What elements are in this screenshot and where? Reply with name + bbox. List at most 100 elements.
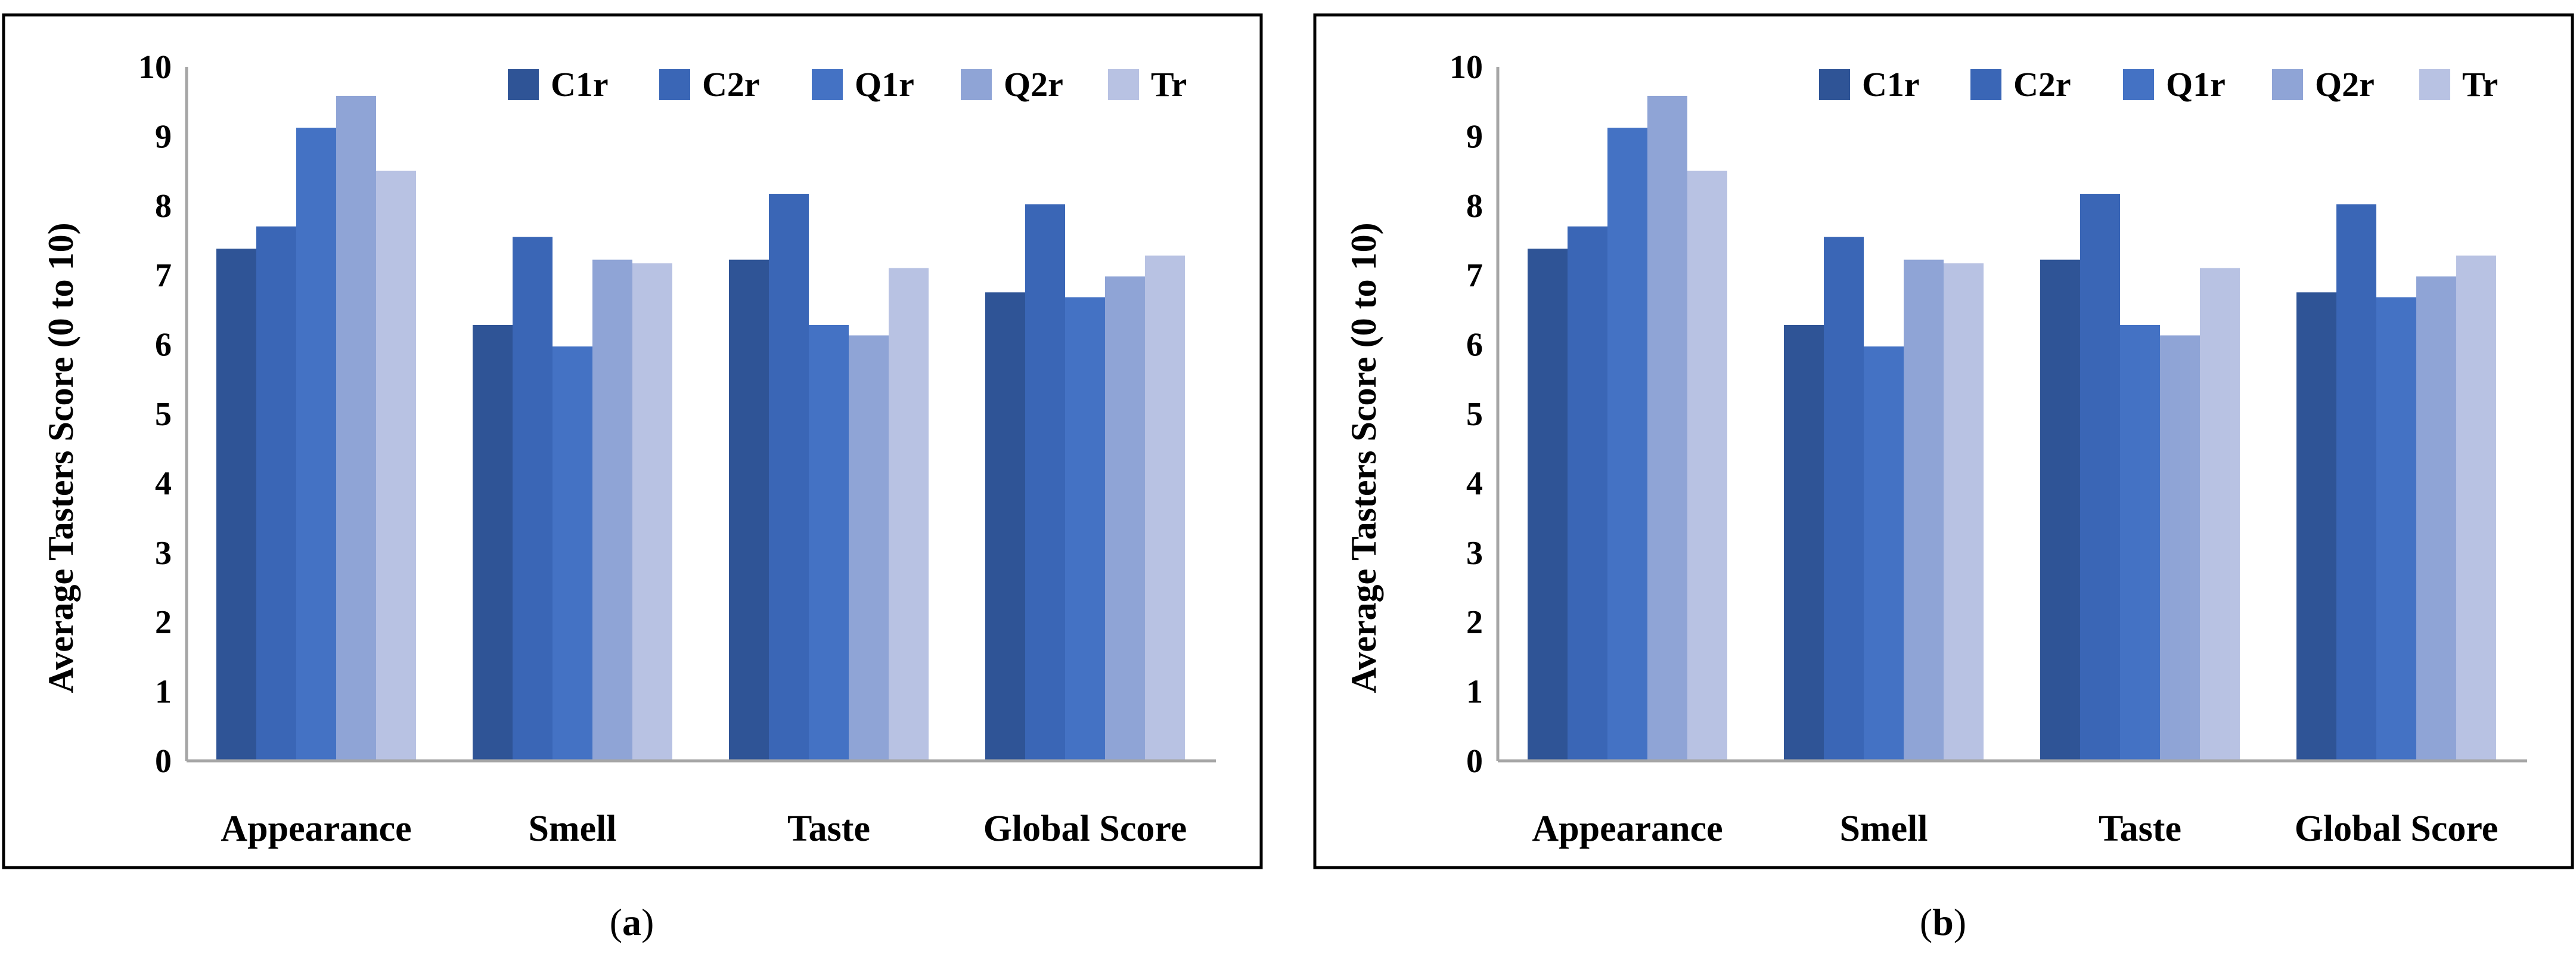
y-tick-label: 3 [155, 535, 172, 572]
y-axis-title: Average Tasters Score (0 to 10) [1344, 222, 1383, 693]
legend: C1r C2r Q1r Q2r Tr [1819, 65, 2498, 104]
legend-item-q1r: Q1r [812, 65, 914, 104]
legend-item-c1r: C1r [508, 65, 609, 104]
bar-q2r-global-score [2416, 276, 2456, 761]
bar-q1r-appearance [1607, 128, 1647, 761]
y-tick-label: 4 [1466, 465, 1483, 502]
legend-label: C2r [702, 65, 760, 104]
y-axis-title: Average Tasters Score (0 to 10) [41, 222, 80, 693]
x-category-label: Taste [2099, 809, 2181, 849]
bar-c1r-taste [729, 259, 769, 761]
x-category-label: Global Score [2295, 809, 2499, 849]
bar-tr-taste [889, 268, 929, 761]
caption-open: ( [610, 901, 622, 943]
x-category-label: Taste [787, 809, 870, 849]
y-tick-label: 1 [155, 674, 172, 711]
bar-q1r-global-score [2376, 297, 2416, 761]
bar-q1r-smell [1864, 346, 1904, 761]
legend-item-q2r: Q2r [961, 65, 1063, 104]
y-ticks: 0 1 2 3 4 5 6 7 8 9 10 [138, 49, 172, 780]
bar-q1r-taste [2120, 325, 2160, 761]
bar-tr-appearance [1687, 171, 1727, 761]
legend-item-tr: Tr [2419, 65, 2498, 104]
bar-c2r-global-score [2336, 204, 2376, 761]
bar-c1r-smell [1784, 325, 1824, 761]
legend-item-q2r: Q2r [2272, 65, 2375, 104]
legend-label: Q1r [855, 65, 914, 104]
legend-swatch [1819, 69, 1850, 100]
bar-c2r-taste [769, 194, 809, 761]
legend-label: Q2r [1004, 65, 1063, 104]
bar-tr-appearance [376, 171, 416, 761]
caption-open: ( [1920, 901, 1932, 943]
bar-c1r-taste [2040, 259, 2080, 761]
chart-panel-b: Average Tasters Score (0 to 10) 0 1 2 3 4 5 6 7… [1313, 13, 2574, 869]
y-tick-label: 9 [155, 118, 172, 155]
legend-item-tr: Tr [1108, 65, 1187, 104]
legend-swatch [812, 69, 843, 100]
bar-c1r-smell [473, 325, 513, 761]
y-tick-label: 8 [1466, 188, 1483, 225]
bar-c2r-smell [1824, 237, 1864, 761]
legend-item-c2r: C2r [1970, 65, 2071, 104]
bars [1528, 95, 2496, 761]
bar-c1r-global-score [2296, 292, 2336, 761]
bar-q2r-smell [1904, 259, 1944, 761]
y-tick-label: 7 [1466, 257, 1483, 294]
caption-close: ) [641, 901, 654, 943]
bar-c2r-smell [513, 237, 553, 761]
bar-c1r-appearance [216, 248, 256, 761]
bars [216, 95, 1185, 761]
bar-q1r-global-score [1065, 297, 1105, 761]
caption-b: (b) [1920, 901, 1966, 943]
bar-c2r-global-score [1025, 204, 1065, 761]
legend-swatch [2272, 69, 2303, 100]
category-labels: Appearance Smell Taste Global Score [221, 809, 1187, 849]
caption-a: (a) [610, 901, 654, 943]
y-tick-label: 10 [138, 49, 172, 86]
bar-tr-smell [1944, 263, 1984, 761]
y-tick-label: 7 [155, 257, 172, 294]
legend: C1r C2r Q1r Q2r Tr [508, 65, 1187, 104]
y-tick-label: 5 [1466, 396, 1483, 433]
legend-label: C2r [2013, 65, 2071, 104]
caption-close: ) [1954, 901, 1966, 943]
bar-c2r-appearance [256, 226, 296, 761]
chart-panel-a: Average Tasters Score (0 to 10) 0 1 2 3 4 5 6 7… [2, 13, 1263, 869]
legend-swatch [1108, 69, 1139, 100]
bar-q2r-taste [2160, 335, 2200, 761]
legend-label: Q1r [2166, 65, 2226, 104]
y-tick-label: 6 [155, 327, 172, 364]
y-tick-label: 3 [1466, 535, 1483, 572]
x-category-label: Global Score [983, 809, 1187, 849]
bar-q1r-taste [809, 325, 849, 761]
x-category-label: Smell [528, 809, 616, 849]
legend-swatch [659, 69, 690, 100]
y-tick-label: 8 [155, 188, 172, 225]
y-tick-label: 2 [155, 604, 172, 641]
legend-swatch [2123, 69, 2154, 100]
legend-item-c2r: C2r [659, 65, 760, 104]
y-tick-label: 1 [1466, 674, 1483, 711]
bar-tr-taste [2200, 268, 2240, 761]
y-tick-label: 2 [1466, 604, 1483, 641]
y-tick-label: 0 [1466, 743, 1483, 780]
y-tick-label: 10 [1450, 49, 1483, 86]
bar-tr-global-score [1145, 255, 1185, 761]
legend-item-c1r: C1r [1819, 65, 1920, 104]
legend-label: C1r [551, 65, 609, 104]
y-tick-label: 6 [1466, 327, 1483, 364]
legend-label: Tr [2462, 65, 2498, 104]
caption-letter: a [622, 901, 641, 943]
y-tick-label: 4 [155, 465, 172, 502]
y-ticks: 0 1 2 3 4 5 6 7 8 9 10 [1450, 49, 1483, 780]
bar-c1r-global-score [985, 292, 1025, 761]
bar-tr-global-score [2456, 255, 2496, 761]
bar-tr-smell [632, 263, 672, 761]
bar-q1r-appearance [296, 128, 336, 761]
legend-label: Q2r [2315, 65, 2375, 104]
bar-q2r-appearance [336, 95, 376, 761]
y-tick-label: 0 [155, 743, 172, 780]
legend-swatch [2419, 69, 2450, 100]
